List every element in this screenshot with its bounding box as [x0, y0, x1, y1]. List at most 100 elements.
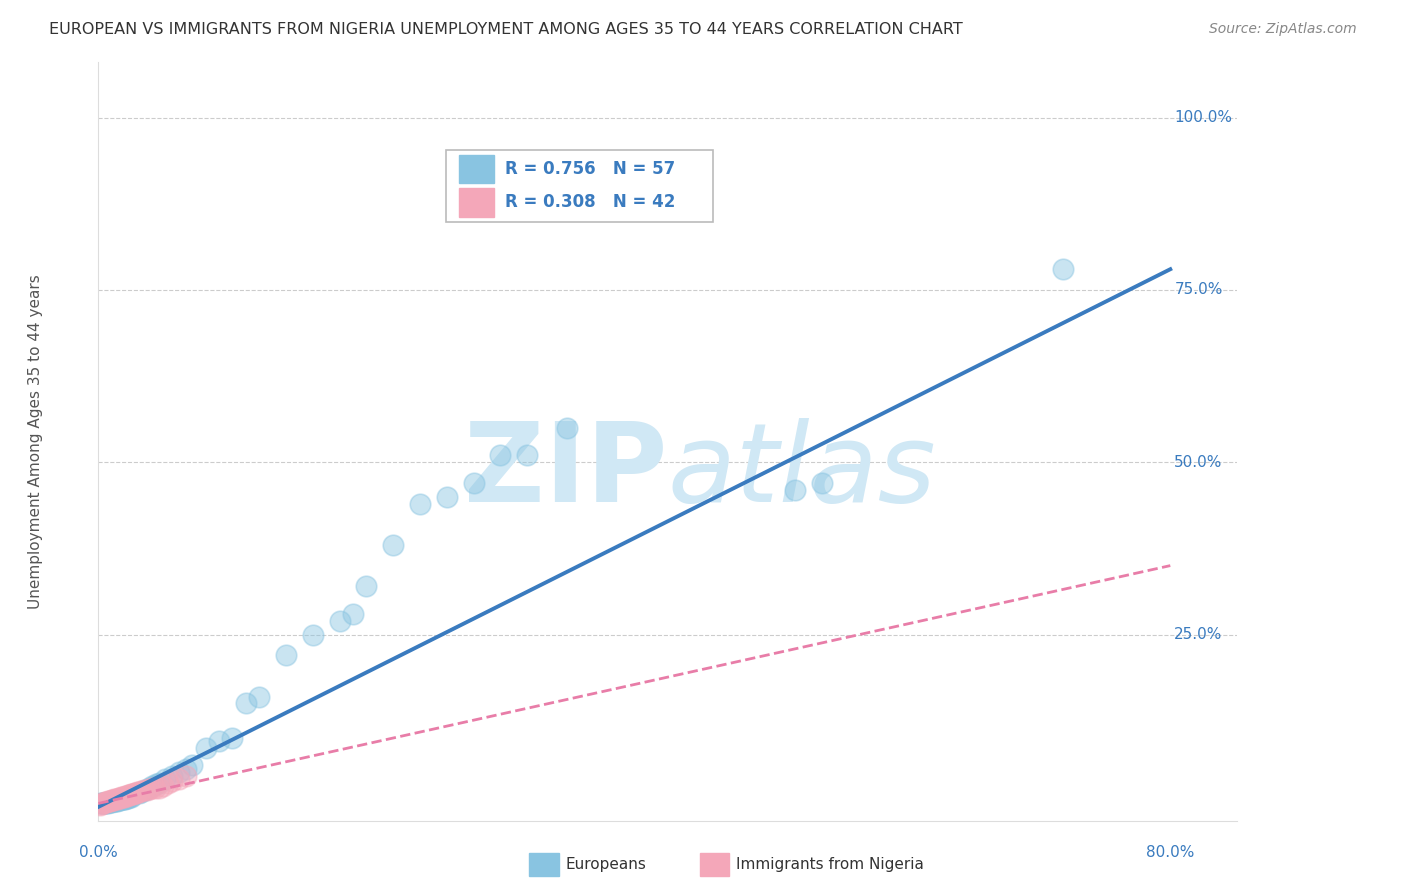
- Point: [143, 781, 166, 796]
- Point: [103, 792, 125, 806]
- Point: [100, 795, 122, 809]
- Point: [221, 731, 243, 745]
- Point: [489, 448, 512, 462]
- Point: [167, 765, 190, 780]
- Point: [98, 795, 121, 809]
- Point: [121, 788, 143, 802]
- Point: [104, 791, 127, 805]
- Point: [101, 793, 124, 807]
- Point: [160, 773, 183, 788]
- Point: [463, 475, 485, 490]
- Point: [105, 794, 128, 808]
- Point: [110, 792, 132, 806]
- Point: [107, 793, 129, 807]
- Point: [247, 690, 270, 704]
- Point: [382, 538, 405, 552]
- Point: [129, 784, 152, 798]
- Point: [118, 790, 141, 805]
- Point: [785, 483, 807, 497]
- Point: [160, 769, 183, 783]
- Text: R = 0.756   N = 57: R = 0.756 N = 57: [505, 160, 675, 178]
- Point: [174, 762, 197, 776]
- Point: [1052, 262, 1074, 277]
- Text: Europeans: Europeans: [565, 857, 647, 872]
- Point: [111, 789, 134, 804]
- Point: [128, 786, 150, 800]
- Point: [157, 776, 180, 790]
- Point: [121, 789, 143, 803]
- Point: [516, 448, 538, 462]
- Bar: [529, 854, 558, 876]
- Point: [145, 777, 167, 791]
- Point: [115, 791, 138, 805]
- Point: [138, 781, 160, 796]
- Point: [132, 783, 155, 797]
- Point: [194, 741, 217, 756]
- Point: [120, 788, 142, 802]
- Bar: [460, 154, 494, 184]
- Bar: [700, 854, 730, 876]
- Point: [342, 607, 364, 621]
- Text: R = 0.308   N = 42: R = 0.308 N = 42: [505, 194, 675, 211]
- Point: [98, 794, 121, 808]
- Point: [108, 793, 131, 807]
- Point: [94, 795, 117, 809]
- Text: 80.0%: 80.0%: [1146, 845, 1195, 860]
- Point: [91, 797, 114, 811]
- FancyBboxPatch shape: [446, 150, 713, 221]
- Point: [120, 789, 142, 804]
- Point: [97, 794, 120, 808]
- Text: 100.0%: 100.0%: [1174, 110, 1232, 125]
- Point: [155, 772, 177, 787]
- Point: [93, 797, 115, 811]
- Point: [122, 787, 145, 801]
- Point: [141, 779, 163, 793]
- Point: [90, 797, 112, 811]
- Text: EUROPEAN VS IMMIGRANTS FROM NIGERIA UNEMPLOYMENT AMONG AGES 35 TO 44 YEARS CORRE: EUROPEAN VS IMMIGRANTS FROM NIGERIA UNEM…: [49, 22, 963, 37]
- Point: [115, 789, 138, 803]
- Point: [101, 793, 124, 807]
- Point: [110, 790, 132, 805]
- Text: 25.0%: 25.0%: [1174, 627, 1223, 642]
- Point: [105, 791, 128, 805]
- Text: 0.0%: 0.0%: [79, 845, 118, 860]
- Point: [167, 772, 190, 787]
- Point: [129, 785, 152, 799]
- Point: [91, 797, 114, 811]
- Point: [104, 794, 127, 808]
- Point: [409, 497, 432, 511]
- Point: [811, 475, 834, 490]
- Point: [90, 797, 112, 811]
- Text: Unemployment Among Ages 35 to 44 years: Unemployment Among Ages 35 to 44 years: [28, 274, 44, 609]
- Point: [96, 795, 118, 809]
- Point: [127, 785, 149, 799]
- Point: [181, 758, 204, 772]
- Point: [124, 786, 146, 800]
- Point: [152, 779, 174, 793]
- Point: [108, 791, 131, 805]
- Point: [117, 788, 139, 802]
- Point: [112, 791, 135, 805]
- Point: [329, 614, 352, 628]
- Point: [135, 782, 157, 797]
- Point: [436, 490, 458, 504]
- Point: [128, 785, 150, 799]
- Bar: [460, 188, 494, 217]
- Point: [356, 579, 378, 593]
- Point: [274, 648, 297, 663]
- Point: [301, 627, 323, 641]
- Point: [107, 791, 129, 805]
- Point: [125, 786, 148, 800]
- Point: [94, 796, 117, 810]
- Point: [111, 792, 134, 806]
- Point: [100, 794, 122, 808]
- Point: [138, 780, 160, 795]
- Point: [235, 697, 257, 711]
- Text: Source: ZipAtlas.com: Source: ZipAtlas.com: [1209, 22, 1357, 37]
- Point: [148, 776, 170, 790]
- Point: [112, 789, 135, 804]
- Text: ZIP: ZIP: [464, 418, 668, 525]
- Point: [141, 781, 163, 796]
- Point: [174, 769, 197, 783]
- Point: [148, 780, 170, 795]
